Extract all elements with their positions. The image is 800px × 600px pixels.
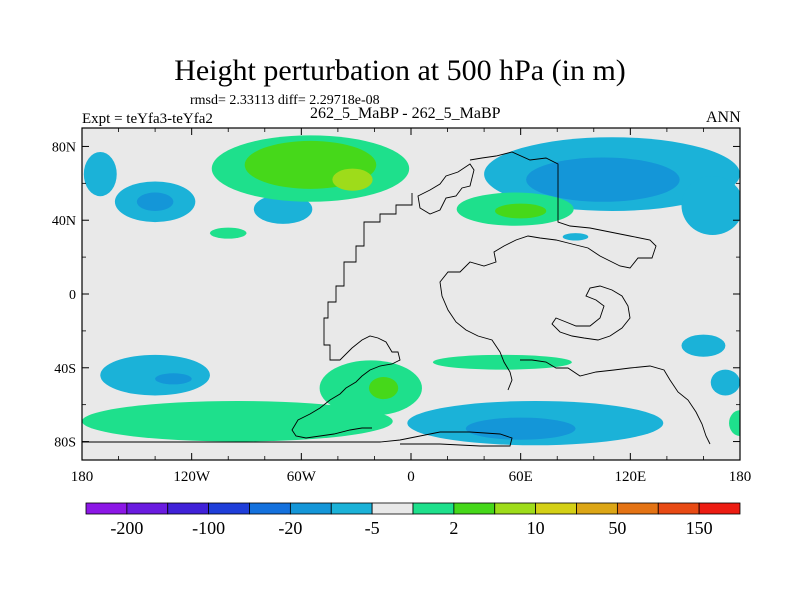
contour-region-9 bbox=[526, 157, 680, 202]
chart-title: Height perturbation at 500 hPa (in m) bbox=[174, 54, 626, 87]
case-label: 262_5_MaBP - 262_5_MaBP bbox=[310, 105, 501, 122]
colorbar-swatch-11 bbox=[535, 502, 577, 515]
colorbar-swatch-7 bbox=[371, 502, 414, 515]
coastline-americas bbox=[291, 193, 413, 439]
contour-region-12 bbox=[495, 203, 547, 219]
x-tick-label: 0 bbox=[407, 469, 415, 485]
contour-region-19 bbox=[432, 354, 572, 370]
season-label: ANN bbox=[706, 109, 741, 126]
x-tick-label: 120W bbox=[173, 469, 211, 485]
contour-region-15 bbox=[155, 373, 192, 385]
colorbar-label: -100 bbox=[192, 518, 225, 538]
colorbar-swatch-0 bbox=[85, 502, 128, 515]
x-tick-label: 60W bbox=[287, 469, 317, 485]
colorbar-swatch-4 bbox=[249, 502, 291, 515]
colorbar-swatch-12 bbox=[576, 502, 618, 515]
contour-region-23 bbox=[681, 334, 726, 357]
y-tick-label: 40S bbox=[54, 362, 76, 377]
colorbar-label: 2 bbox=[449, 518, 458, 538]
colorbar-swatch-2 bbox=[167, 502, 210, 515]
contour-region-24 bbox=[729, 410, 740, 437]
colorbar-label: -200 bbox=[110, 518, 143, 538]
colorbar-swatch-10 bbox=[494, 502, 537, 515]
experiment-label: Expt = teYfa3-teYfa2 bbox=[82, 111, 213, 127]
y-tick-label: 80S bbox=[54, 436, 76, 451]
colorbar-swatch-15 bbox=[698, 502, 741, 515]
contour-region-14 bbox=[100, 354, 210, 396]
contour-region-10 bbox=[681, 175, 740, 235]
colorbar-swatch-13 bbox=[616, 502, 659, 515]
colorbar-swatch-9 bbox=[453, 502, 496, 515]
colorbar-label: 10 bbox=[527, 518, 545, 538]
x-tick-label: 180 bbox=[71, 469, 94, 485]
x-tick-label: 180 bbox=[729, 469, 752, 485]
contour-region-18 bbox=[368, 377, 399, 400]
colorbar-label: -20 bbox=[278, 518, 302, 538]
colorbar-label: 150 bbox=[686, 518, 713, 538]
colorbar-swatch-6 bbox=[330, 502, 373, 515]
coastlines bbox=[82, 151, 711, 447]
x-tick-label: 120E bbox=[614, 469, 646, 485]
colorbar-swatch-3 bbox=[208, 502, 250, 515]
y-tick-label: 40N bbox=[52, 214, 76, 229]
coastline-eurasia bbox=[439, 151, 657, 391]
contour-region-3 bbox=[253, 194, 313, 224]
contour-region-7 bbox=[332, 168, 373, 191]
coastline-india bbox=[551, 285, 631, 341]
colorbar-swatch-14 bbox=[657, 502, 700, 515]
contour-region-22 bbox=[710, 369, 740, 396]
colorbar-label: -5 bbox=[365, 518, 380, 538]
contour-region-13 bbox=[562, 233, 589, 241]
coastline-australia bbox=[520, 359, 711, 445]
contour-region-0 bbox=[83, 151, 117, 197]
contour-region-4 bbox=[209, 227, 247, 239]
colorbar-swatch-1 bbox=[126, 502, 169, 515]
colorbar-swatch-5 bbox=[289, 502, 332, 515]
y-tick-label: 80N bbox=[52, 140, 76, 155]
contour-region-21 bbox=[465, 417, 576, 440]
contour-region-2 bbox=[136, 192, 174, 211]
coastline-antarctica bbox=[82, 431, 513, 447]
colorbar-swatch-8 bbox=[412, 502, 455, 515]
y-tick-label: 0 bbox=[69, 288, 76, 303]
colorbar-label: 50 bbox=[608, 518, 626, 538]
x-tick-label: 60E bbox=[509, 469, 533, 485]
coastline-greenland bbox=[417, 163, 475, 215]
stats-label: rmsd= 2.33113 diff= 2.29718e-08 bbox=[190, 93, 380, 108]
